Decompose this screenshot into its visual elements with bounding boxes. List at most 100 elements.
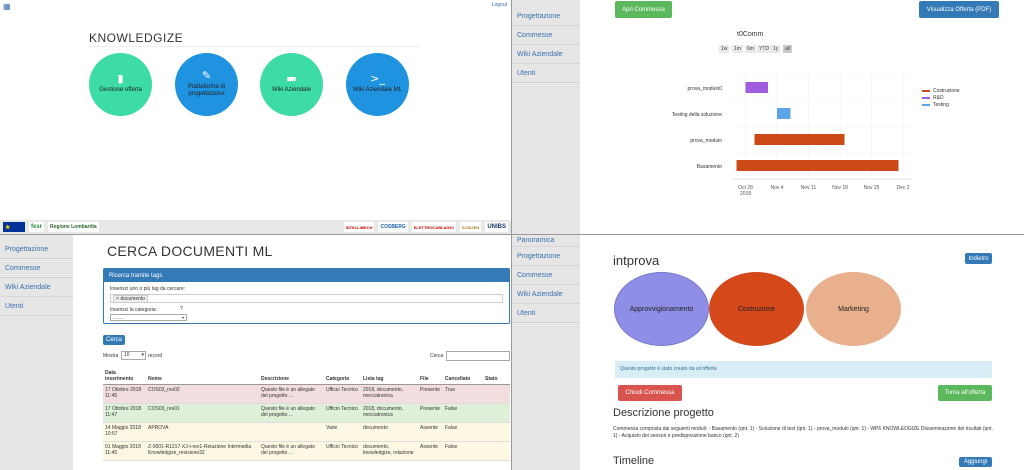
zoom-ytd-button[interactable]: YTD [757,45,771,53]
sidebar-item-utenti[interactable]: Utenti [512,304,580,323]
cerca-button[interactable]: Cerca [103,335,125,345]
tile-label: Wiki Aziendale ML [352,87,403,93]
timeline-title: Timeline [613,455,655,467]
tag-chip[interactable]: × documento [113,295,149,303]
gantt-bar[interactable] [777,108,791,119]
sidebar-item-commesse[interactable]: Commesse [0,259,73,278]
info-alert: Questo progetto è stato creato da un'off… [615,361,992,378]
tags-input[interactable]: × documento [110,294,503,303]
sidebar-item-commesse[interactable]: Commesse [512,266,580,285]
sidebar-item-wiki-aziendale[interactable]: Wiki Aziendale [0,278,73,297]
search-label: Cerca [430,353,444,359]
zoom-1m-button[interactable]: 1m [732,45,743,53]
x-tick-label: Nov 11 [801,185,817,191]
sidebar-item-panoramica[interactable]: Panoramica [512,235,580,247]
gantt-chart: prova_modulo0 Testing della soluzione prov… [672,70,912,197]
table-row[interactable]: 17 Ottobre 2018 11:47 COS03_rev01 Questo f… [103,403,510,423]
sidebar: Panoramica Progettazione Commesse Wiki A… [512,235,580,470]
sidebar-item-progettazione[interactable]: Progettazione [0,240,73,259]
tag-search-panel: Ricerca tramite tags Inserisci uno o più… [103,268,510,324]
chart-title: t0Comm [737,31,764,38]
legend-item[interactable]: Costruzione [922,88,960,94]
cell-state [483,442,510,461]
sidebar: Progettazione Commesse Wiki Aziendale Ut… [512,0,580,234]
fesr-logo: fesr [29,222,45,232]
sidebar-item-utenti[interactable]: Utenti [512,64,580,83]
col-data[interactable]: Data inserimento [103,368,146,385]
project-detail-panel: Panoramica Progettazione Commesse Wiki A… [512,235,1024,470]
apri-commessa-button[interactable]: Apri Commessa [615,1,672,18]
cell-date: 01 Maggio 2018 11:45 [105,444,141,456]
partner-logos-footer: ★ fesr Regione Lombardia INTELLIMECH COS… [0,220,511,234]
cell-tags: 2018, documento, meccatronica [363,387,404,399]
table-search-input[interactable] [446,351,510,361]
table-row[interactable]: 01 Maggio 2018 11:45 Z-0001-R1217-XJ-I-re… [103,441,510,461]
gantt-bar[interactable] [754,134,845,145]
category-select[interactable]: -------- ▾ [110,314,187,321]
aggiungi-button[interactable]: Aggiungi [959,457,992,467]
page-size-select[interactable]: 10 ▾ [121,351,146,360]
cell-description: Questo file è un allegato del progetto .… [261,444,315,456]
tile-gestione-offerta[interactable]: ▮ Gestione offerta [89,53,152,116]
sidebar-item-progettazione[interactable]: Progettazione [512,7,580,26]
phase-approvvigionamento[interactable]: Approvvigionamento [614,272,709,346]
gantt-bar[interactable] [736,160,899,171]
cell-tags: 2018, documento, meccatronica [363,406,404,418]
tile-wiki-aziendale-ml[interactable]: >_ Wiki Aziendale ML [346,53,409,116]
col-file[interactable]: File [418,368,443,385]
cell-name: COS03_rev01 [148,406,180,412]
cell-state [483,423,510,442]
tile-wiki-aziendale[interactable]: ▬ Wiki Aziendale [260,53,323,116]
task-label: prova_modulo0 [688,86,723,92]
file-icon: ▮ [117,72,124,85]
sidebar-item-progettazione[interactable]: Progettazione [512,247,580,266]
regione-lombardia-logo: Regione Lombardia [48,222,99,232]
legend-item[interactable]: Testing [922,102,949,108]
tile-piattaforma-progettazione[interactable]: ✎ Piattaforma di progettazione [175,53,238,116]
col-nome[interactable]: Nome [146,368,259,385]
chiudi-commessa-button[interactable]: Chiudi Commessa [618,385,682,401]
cell-state [483,404,510,423]
records-label: record [148,353,163,359]
visualizza-offerta-pdf-button[interactable]: Visualizza Offerta (PDF) [919,1,999,18]
category-label: Inserisci la categoria: [110,307,157,313]
tags-label: Inserisci uno o più tag da cercare: [110,286,186,292]
sidebar-item-utenti[interactable]: Utenti [0,297,73,316]
col-categoria[interactable]: Categoria [324,368,361,385]
table-row[interactable]: 17 Ottobre 2018 11:45 COS03_rev02 Questo f… [103,384,510,404]
title-divider [89,46,419,47]
col-descrizione[interactable]: Descrizione [259,368,324,385]
indietro-button[interactable]: Indietro [965,253,992,264]
sidebar-item-wiki-aziendale[interactable]: Wiki Aziendale [512,285,580,304]
phase-marketing[interactable]: Marketing [806,272,901,346]
x-tick-label: Dec 2 [896,185,909,191]
legend-item[interactable]: R&D [922,95,944,101]
tile-label: Gestione offerta [99,87,142,93]
cell-tags: documento [363,425,388,431]
zoom-6m-button[interactable]: 6m [745,45,756,53]
grid-menu-icon[interactable]: ▦ [3,2,11,11]
phase-costruzione[interactable]: Costruzione [709,272,804,346]
logout-link[interactable]: Logout [491,2,507,8]
cosberg-logo: COSBERG [378,222,408,232]
project-title: intprova [613,253,660,268]
task-label: Basamento [697,164,723,170]
cell-date: 17 Ottobre 2018 11:45 [105,387,142,399]
zoom-1y-button[interactable]: 1y [771,45,781,53]
table-row[interactable]: 14 Maggio 2018 10:57 APROVA Varie documento… [103,422,510,442]
gantt-bar[interactable] [745,82,769,93]
sidebar-item-wiki-aziendale[interactable]: Wiki Aziendale [512,45,580,64]
description-title: Descrizione progetto [613,407,714,419]
cell-file: Presente [420,406,441,412]
col-stato[interactable]: Stato [483,368,510,385]
zoom-all-button[interactable]: all [783,45,793,53]
col-cancellato[interactable]: Cancellato [443,368,483,385]
x-tick-label: Nov 25 [864,185,880,191]
sidebar: Progettazione Commesse Wiki Aziendale Ut… [0,235,73,470]
cell-file: Assente [420,444,439,450]
torna-offerta-button[interactable]: Torna all'offerta [938,385,992,401]
cell-deleted: True [445,387,456,393]
sidebar-item-commesse[interactable]: Commesse [512,26,580,45]
col-lista-tag[interactable]: Lista tag [361,368,418,385]
zoom-1w-button[interactable]: 1w [719,45,730,53]
